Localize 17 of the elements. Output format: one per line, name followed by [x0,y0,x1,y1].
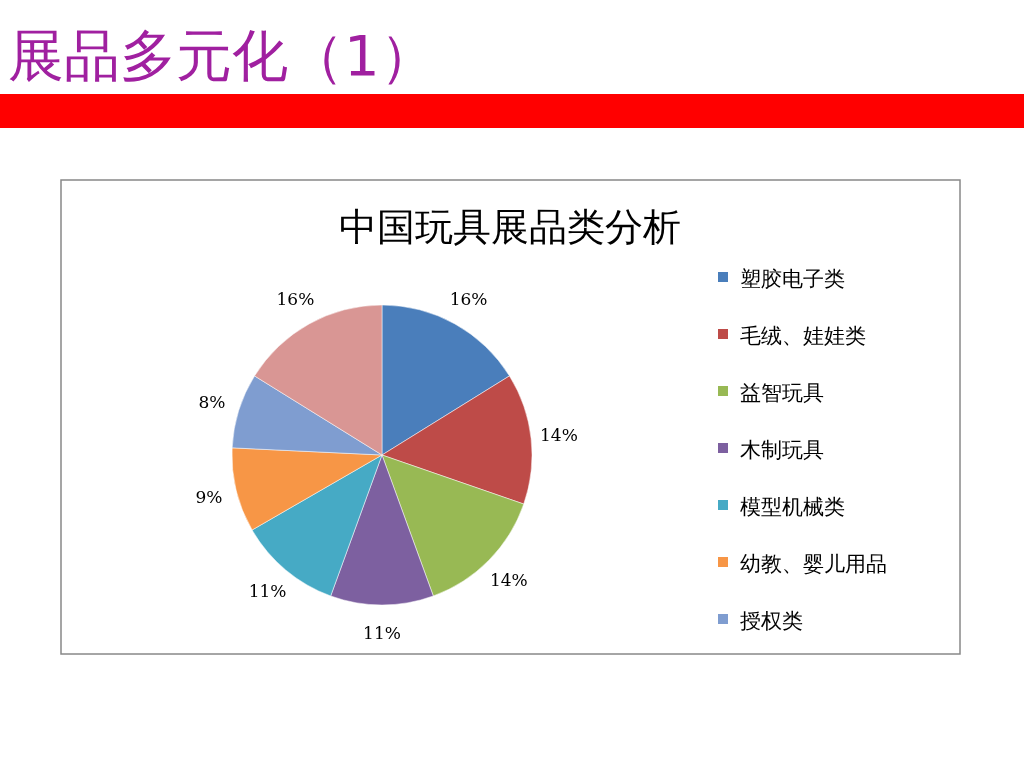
data-label: 14% [489,569,528,590]
legend-label: 塑胶电子类 [740,267,845,291]
chart-title: 展品多元化（1） [8,23,436,88]
legend-label: 木制玩具 [740,438,824,462]
data-label: 9% [195,486,223,507]
legend-label: 授权类 [740,609,803,633]
legend-label: 益智玩具 [740,381,824,405]
legend-label: 幼教、婴儿用品 [740,552,887,576]
data-label: 16% [276,289,315,310]
chart-subtitle: 中国玩具展品类分析 [339,205,681,249]
data-label: 14% [540,425,578,446]
data-label: 16% [449,289,488,310]
legend-label: 毛绒、娃娃类 [740,324,866,348]
legend-label: 模型机械类 [740,495,845,519]
data-label: 8% [198,392,226,413]
data-label: 11% [363,623,401,643]
data-label: 11% [248,581,287,602]
